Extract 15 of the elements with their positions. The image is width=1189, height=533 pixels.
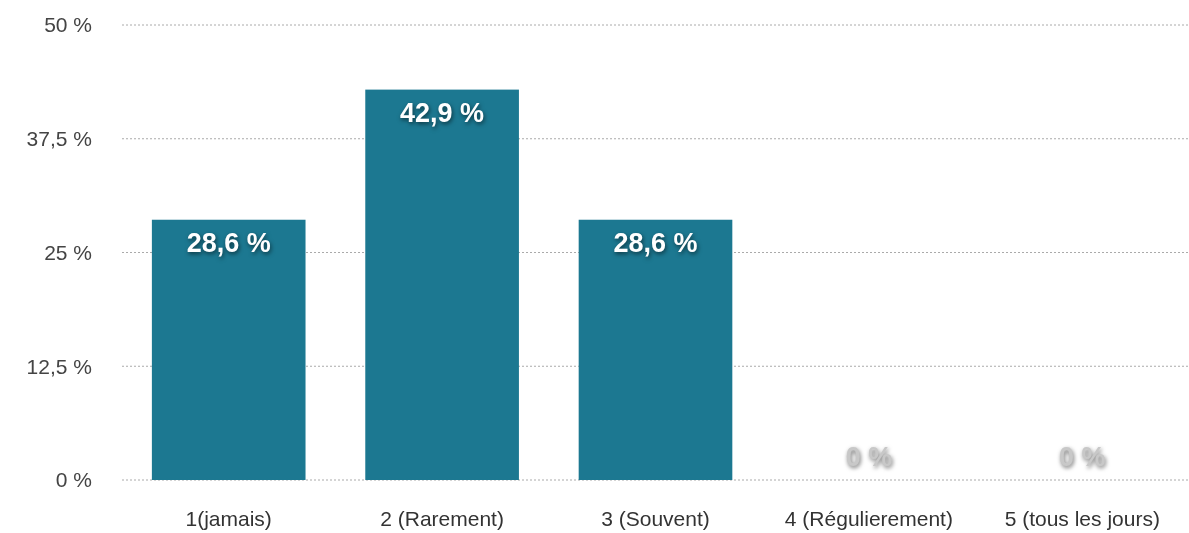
x-tick-label: 2 (Rarement) — [380, 507, 504, 530]
data-label: 0 % — [1059, 442, 1106, 472]
y-tick-label: 25 % — [44, 240, 92, 264]
x-tick-label: 5 (tous les jours) — [1004, 507, 1160, 530]
data-label: 28,6 % — [613, 227, 698, 258]
x-tick-label: 4 (Régulierement) — [784, 507, 953, 530]
x-tick-label: 3 (Souvent) — [601, 507, 710, 530]
data-label: 0 % — [845, 442, 893, 472]
y-tick-label: 12,5 % — [26, 354, 92, 378]
x-tick-label: 1(jamais) — [185, 507, 272, 530]
data-label: 42,9 % — [400, 97, 485, 128]
data-label: 28,6 % — [186, 227, 271, 258]
y-tick-label: 50 % — [44, 13, 92, 37]
y-tick-label: 37,5 % — [26, 127, 92, 151]
y-tick-label: 0 % — [55, 468, 92, 492]
